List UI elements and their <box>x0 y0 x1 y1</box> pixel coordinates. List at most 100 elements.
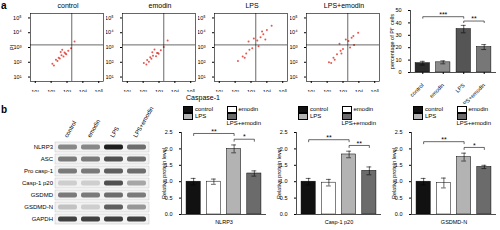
html-text:LPS+emodin: LPS+emodin <box>323 2 365 9</box>
svg-text:1.0: 1.0 <box>164 178 173 185</box>
svg-text:*: * <box>473 142 476 149</box>
svg-text:10³: 10³ <box>198 44 206 50</box>
svg-text:GSDMD-N: GSDMD-N <box>24 204 53 210</box>
svg-text:10⁴: 10⁴ <box>171 89 180 92</box>
svg-text:10²: 10² <box>323 89 331 92</box>
svg-text:**: ** <box>471 15 477 22</box>
svg-text:0.5: 0.5 <box>164 194 173 201</box>
html-text:emodin: emodin <box>353 106 374 113</box>
svg-text:*: * <box>243 133 246 140</box>
svg-text:10²: 10² <box>47 89 55 92</box>
svg-text:***: *** <box>439 11 447 18</box>
html-text:b: b <box>1 104 8 115</box>
svg-text:10⁴: 10⁴ <box>13 29 22 35</box>
html-text:LPS: LPS <box>245 2 259 9</box>
svg-text:GSDMD: GSDMD <box>31 192 54 198</box>
svg-text:10⁴: 10⁴ <box>79 89 88 92</box>
html-text:control: control <box>195 106 213 113</box>
svg-text:10¹: 10¹ <box>215 89 223 92</box>
svg-text:2.5: 2.5 <box>395 129 403 135</box>
svg-text:10⁵: 10⁵ <box>371 89 379 92</box>
svg-text:10¹: 10¹ <box>198 74 206 80</box>
svg-text:**: ** <box>357 140 363 147</box>
svg-text:emodin: emodin <box>428 82 445 99</box>
svg-text:LPS+emodin: LPS+emodin <box>132 106 154 139</box>
svg-text:Relative protein level: Relative protein level <box>161 148 167 199</box>
svg-text:10²: 10² <box>14 59 22 65</box>
svg-text:10³: 10³ <box>247 89 255 92</box>
svg-text:10³: 10³ <box>63 89 71 92</box>
svg-text:**: ** <box>441 136 447 143</box>
svg-text:GAPDH: GAPDH <box>32 216 53 222</box>
svg-text:0.0: 0.0 <box>280 211 288 217</box>
svg-text:Relative protein level: Relative protein level <box>391 148 397 199</box>
svg-text:NLRP3: NLRP3 <box>34 144 54 150</box>
svg-text:10¹: 10¹ <box>123 89 131 92</box>
svg-text:10²: 10² <box>198 59 206 65</box>
svg-text:10³: 10³ <box>339 89 347 92</box>
svg-text:10⁵: 10⁵ <box>187 89 195 92</box>
svg-text:Casp-1 p20: Casp-1 p20 <box>22 180 54 186</box>
svg-text:10²: 10² <box>231 89 239 92</box>
svg-text:**: ** <box>326 134 332 141</box>
svg-text:10³: 10³ <box>106 44 114 50</box>
svg-text:2.5: 2.5 <box>280 129 288 135</box>
svg-text:1.5: 1.5 <box>164 162 173 169</box>
svg-text:10⁵: 10⁵ <box>198 15 206 21</box>
svg-text:20: 20 <box>395 44 401 50</box>
svg-text:2.0: 2.0 <box>164 145 173 152</box>
svg-text:PI: PI <box>9 44 15 50</box>
svg-text:LPS: LPS <box>109 126 120 139</box>
svg-text:10¹: 10¹ <box>106 74 114 80</box>
svg-text:LPS: LPS <box>454 82 466 94</box>
svg-text:Relative protein level: Relative protein level <box>276 148 282 199</box>
svg-text:50: 50 <box>395 7 401 13</box>
html-text:Caspase-1: Caspase-1 <box>186 94 220 101</box>
svg-text:2.5: 2.5 <box>165 129 173 135</box>
svg-text:10⁴: 10⁴ <box>263 89 272 92</box>
svg-text:ASC: ASC <box>41 156 54 162</box>
svg-text:LPS+emodin: LPS+emodin <box>460 82 487 104</box>
svg-text:Pro casp-1: Pro casp-1 <box>24 168 54 174</box>
svg-text:10²: 10² <box>290 59 298 65</box>
svg-text:10⁴: 10⁴ <box>106 29 114 35</box>
svg-text:10⁴: 10⁴ <box>290 29 298 35</box>
svg-text:10⁵: 10⁵ <box>13 15 21 21</box>
svg-text:0.0: 0.0 <box>165 211 173 217</box>
svg-text:0.0: 0.0 <box>395 211 403 217</box>
svg-text:30: 30 <box>395 32 401 38</box>
svg-text:10¹: 10¹ <box>31 89 39 92</box>
svg-text:10³: 10³ <box>13 44 22 51</box>
svg-text:**: ** <box>211 128 217 135</box>
html-text:LPS: LPS <box>310 113 322 120</box>
svg-text:10²: 10² <box>139 89 147 92</box>
svg-text:0: 0 <box>398 69 401 75</box>
svg-text:emodin: emodin <box>86 118 101 138</box>
svg-text:10³: 10³ <box>155 89 163 92</box>
svg-text:Casp-1 p20: Casp-1 p20 <box>325 219 353 225</box>
svg-text:10⁵: 10⁵ <box>279 89 287 92</box>
svg-text:GSDMD-N: GSDMD-N <box>441 219 467 225</box>
html-text:emodin: emodin <box>238 106 259 113</box>
svg-text:NLRP3: NLRP3 <box>215 219 233 225</box>
html-text:emodin: emodin <box>148 2 172 9</box>
html-text:LPS: LPS <box>195 113 207 120</box>
svg-text:10⁵: 10⁵ <box>106 15 114 21</box>
svg-text:10: 10 <box>395 57 401 63</box>
svg-text:10¹: 10¹ <box>307 89 315 92</box>
svg-text:10⁴: 10⁴ <box>198 29 206 35</box>
svg-text:10¹: 10¹ <box>290 74 298 80</box>
svg-text:10⁵: 10⁵ <box>290 15 298 21</box>
svg-text:control: control <box>63 120 77 139</box>
svg-text:10⁵: 10⁵ <box>95 89 103 92</box>
svg-text:10²: 10² <box>106 59 114 65</box>
html-text:control: control <box>310 106 328 113</box>
svg-text:control: control <box>409 82 425 98</box>
svg-text:10³: 10³ <box>290 44 298 50</box>
html-text:LPS+emodin: LPS+emodin <box>226 120 261 127</box>
svg-text:40: 40 <box>395 20 401 26</box>
html-text:control: control <box>57 2 79 9</box>
svg-text:10⁴: 10⁴ <box>355 89 364 92</box>
svg-text:percentage of PI⁺ cells: percentage of PI⁺ cells <box>389 14 395 69</box>
svg-text:10¹: 10¹ <box>14 74 22 80</box>
